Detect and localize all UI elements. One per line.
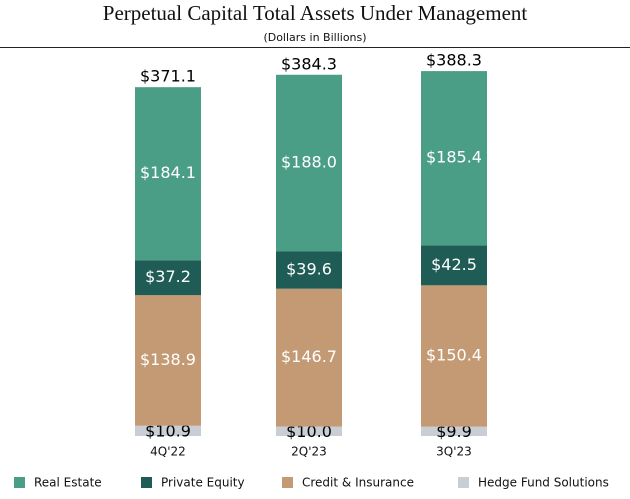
bar-segment	[421, 245, 487, 286]
value-label: $188.0	[281, 153, 337, 172]
x-tick-label: 2Q'23	[291, 445, 327, 459]
total-label: $384.3	[281, 54, 337, 73]
chart-subtitle: (Dollars in Billions)	[263, 31, 366, 44]
bar-segment	[135, 295, 201, 426]
legend-label: Hedge Fund Solutions	[478, 476, 609, 490]
value-label: $42.5	[431, 255, 477, 274]
legend-swatch	[14, 477, 25, 488]
value-label: $146.7	[281, 347, 337, 366]
legend-label: Private Equity	[161, 476, 245, 490]
bar-segment	[276, 288, 342, 427]
bar-segment	[135, 260, 201, 296]
value-label: $184.1	[140, 163, 196, 182]
total-label: $388.3	[426, 50, 482, 69]
x-tick-label: 3Q'23	[436, 445, 472, 459]
legend-label: Credit & Insurance	[302, 476, 414, 490]
legend-swatch	[141, 477, 152, 488]
bar-segment	[421, 71, 487, 246]
legend-swatch	[458, 477, 469, 488]
bar-segment	[276, 74, 342, 252]
legend-label: Real Estate	[34, 476, 102, 490]
bar-segment	[276, 251, 342, 289]
bar-segment	[421, 285, 487, 427]
bar-segment	[276, 426, 342, 436]
total-label: $371.1	[140, 67, 196, 86]
value-label: $150.4	[426, 346, 482, 365]
value-label: $185.4	[426, 148, 482, 167]
value-label: $37.2	[145, 267, 191, 286]
legend-swatch	[282, 477, 293, 488]
value-label: $10.9	[145, 421, 191, 440]
bar-segment	[135, 425, 201, 436]
x-tick-label: 4Q'22	[150, 445, 186, 459]
chart-title: Perpetual Capital Total Assets Under Man…	[103, 1, 528, 25]
value-label: $39.6	[286, 260, 332, 279]
bar-segment	[135, 87, 201, 261]
value-label: $138.9	[140, 350, 196, 369]
bar-segment	[421, 426, 487, 436]
